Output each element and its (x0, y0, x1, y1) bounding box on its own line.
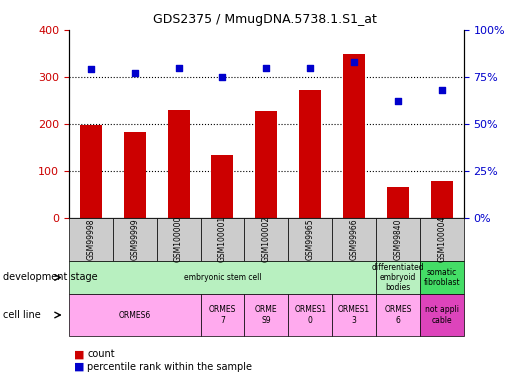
Bar (387, 187, 409, 218)
Bar (80, 125, 102, 218)
Text: ORMES1
0: ORMES1 0 (294, 305, 326, 325)
Text: ■: ■ (74, 362, 85, 372)
Bar (255, 111, 277, 218)
Point (174, 64, 183, 70)
Text: GSM99998: GSM99998 (86, 218, 95, 260)
Text: ORMES
7: ORMES 7 (209, 305, 236, 325)
Text: count: count (87, 350, 115, 359)
Bar (343, 54, 365, 217)
Point (262, 64, 270, 70)
Point (394, 98, 402, 104)
Bar (299, 90, 321, 218)
Text: not appli
cable: not appli cable (425, 305, 459, 325)
Text: GSM100002: GSM100002 (262, 216, 271, 262)
Bar (431, 181, 453, 218)
Text: ■: ■ (74, 350, 85, 359)
Point (306, 64, 314, 70)
Point (438, 87, 446, 93)
Text: percentile rank within the sample: percentile rank within the sample (87, 362, 252, 372)
Text: cell line: cell line (3, 310, 40, 320)
Bar (123, 132, 146, 218)
Text: GSM99840: GSM99840 (393, 218, 402, 260)
Text: ORMES6: ORMES6 (119, 310, 151, 320)
Bar (167, 110, 190, 218)
Text: embryonic stem cell: embryonic stem cell (183, 273, 261, 282)
Text: GDS2375 / MmugDNA.5738.1.S1_at: GDS2375 / MmugDNA.5738.1.S1_at (153, 13, 377, 26)
Text: GSM99966: GSM99966 (350, 218, 359, 260)
Text: GSM100000: GSM100000 (174, 216, 183, 262)
Text: somatic
fibroblast: somatic fibroblast (423, 268, 460, 287)
Bar (211, 155, 233, 218)
Text: ORMES
6: ORMES 6 (384, 305, 412, 325)
Text: GSM100004: GSM100004 (437, 216, 446, 262)
Text: GSM99965: GSM99965 (306, 218, 315, 260)
Text: differentiated
embryoid
bodies: differentiated embryoid bodies (372, 262, 424, 292)
Text: ORMES1
3: ORMES1 3 (338, 305, 370, 325)
Text: GSM99999: GSM99999 (130, 218, 139, 260)
Point (218, 74, 227, 80)
Point (86, 66, 95, 72)
Point (350, 59, 358, 65)
Text: development stage: development stage (3, 273, 98, 282)
Text: ORME
S9: ORME S9 (255, 305, 278, 325)
Point (130, 70, 139, 76)
Text: GSM100001: GSM100001 (218, 216, 227, 262)
